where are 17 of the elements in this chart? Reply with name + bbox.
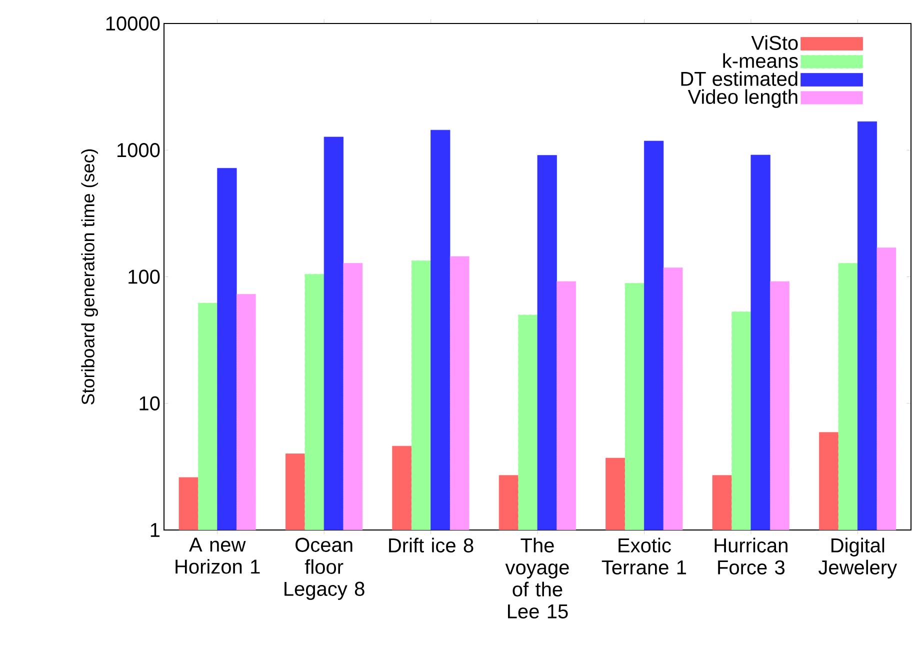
x-tick-label: A new Horizon 1	[176, 538, 260, 574]
y-tick-label: 100	[128, 270, 160, 284]
legend-label: k-means	[723, 53, 798, 68]
y-tick-label: 10	[140, 396, 160, 410]
legend-label: Video length	[688, 89, 798, 108]
y-tick-label: 1	[150, 523, 160, 537]
legend-label: ViSto	[751, 35, 798, 50]
x-tick-label: Drift ice 8	[389, 538, 474, 552]
x-tick-label: Hurrican Force 3	[714, 538, 788, 574]
x-tick-label: Digital Jewelery	[818, 538, 898, 578]
x-tick-label: The voyage of the Lee 15	[505, 538, 569, 618]
y-tick-label: 1000	[118, 143, 160, 158]
legend-label: DT estimated	[681, 71, 798, 86]
x-tick-label: Ocean floor Legacy 8	[284, 538, 364, 600]
y-axis-title: Storiboard generation time (sec)	[81, 149, 98, 404]
x-tick-label: Exotic Terrane 1	[602, 538, 686, 574]
y-tick-label: 10000	[106, 16, 160, 31]
